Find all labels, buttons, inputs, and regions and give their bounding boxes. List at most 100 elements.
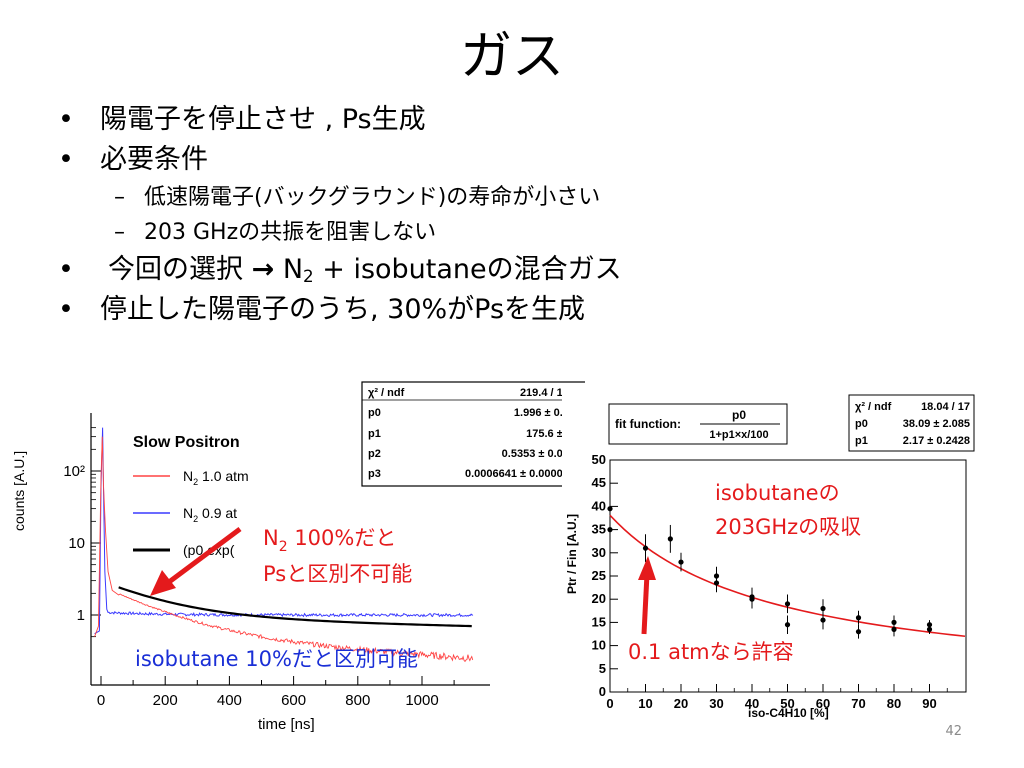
y-tick-label: 30: [592, 545, 606, 560]
red-arrow-shaft: [163, 526, 242, 588]
stats-key: p1: [368, 428, 381, 440]
data-point: [713, 580, 720, 586]
legend-entry: N2 0.9 at: [133, 505, 237, 524]
bullet-text-choice: 今回の選択 → N2 + isobutaneの混合ガス: [100, 250, 622, 296]
stats-key: χ² / ndf: [368, 387, 405, 399]
y-tick-label: 1: [77, 607, 85, 624]
data-point: [667, 536, 673, 542]
right-stats-box: χ² / ndf 18.04 / 17 p0 38.09 ± 2.085 p1 …: [848, 394, 975, 452]
x-tick-label: 20: [674, 696, 688, 711]
x-tick-label: 40: [745, 696, 759, 711]
x-tick-label: 1000: [405, 692, 438, 709]
y-tick-label: 10: [68, 535, 85, 552]
fit-curve: [118, 586, 472, 628]
n2-note-line1: N2 100%だと: [263, 526, 396, 555]
sub-bullet-dash: –: [114, 220, 125, 245]
right-annotations: isobutaneの 203GHzの吸収 0.1 atmなら許容: [628, 481, 861, 664]
stats-box-frame: [361, 381, 585, 487]
data-point: [926, 622, 933, 628]
iso-note: isobutane 10%だと区別可能: [135, 647, 418, 671]
stats-box-frame: [848, 394, 975, 452]
arrow-right-icon: →: [251, 254, 275, 285]
right-tick-group: 0 10 20 30 40 50 60 70 80 90 0 5 10 15 20 25 30 35 40 45 50: [592, 452, 948, 711]
legend-sub: 2: [193, 477, 198, 487]
stats-value: 2.17 ± 0.2428: [903, 435, 970, 447]
bullet-dot: •: [58, 254, 74, 285]
choice-text: 今回の選択: [108, 254, 252, 285]
data-point: [642, 545, 649, 551]
bullet-dot: •: [58, 104, 74, 135]
data-point: [891, 626, 897, 632]
stats-value: 38.09 ± 2.085: [903, 418, 970, 430]
stats-key: χ² / ndf: [855, 401, 892, 413]
y-tick-label: 15: [592, 614, 606, 629]
right-x-label: iso-C4H10 [%]: [748, 706, 829, 720]
data-point: [607, 506, 613, 512]
legend-n: N: [183, 505, 193, 521]
note-rest: 100%だと: [288, 526, 397, 550]
red-arrow-head-icon: [638, 556, 656, 580]
x-tick-label: 600: [281, 692, 306, 709]
choice-rest: + isobutaneの混合ガス: [313, 254, 622, 285]
page-number: 42: [945, 724, 962, 739]
x-tick-label: 80: [887, 696, 901, 711]
x-tick-label: 10: [638, 696, 652, 711]
legend-label-n2-1: N2 1.0 atm: [183, 468, 249, 487]
sub-bullet-text: 低速陽電子(バックグラウンド)の寿命が小さい: [144, 185, 601, 210]
y-tick-label: 10: [592, 638, 606, 653]
y-tick-label: 45: [592, 475, 606, 490]
stats-value: 0.0006641 ± 0.000080: [465, 468, 575, 480]
x-tick-label: 0: [97, 692, 105, 709]
y-tick-label: 20: [592, 591, 606, 606]
series-line-n2: [94, 436, 474, 663]
stats-value: 219.4 / 172: [520, 387, 575, 399]
stats-value: 1.996 ± 0.04: [514, 407, 576, 419]
x-tick-label: 90: [922, 696, 936, 711]
data-point: [855, 629, 862, 635]
bullet-text: 必要条件: [100, 144, 208, 175]
y-tick-label: 25: [592, 568, 606, 583]
y-tick-label: 35: [592, 522, 606, 537]
stats-key: p0: [855, 418, 868, 430]
y-tick-label: 0: [599, 684, 606, 699]
bullet-dot: •: [58, 144, 74, 175]
stats-key: p3: [368, 468, 381, 480]
fit-function-box: fit function: p0 1+p1×x/100: [608, 403, 788, 445]
right-points-group: [607, 506, 966, 639]
left-x-label: time [ns]: [258, 716, 315, 733]
sub-bullet-text: 203 GHzの共振を阻害しない: [144, 220, 437, 245]
data-point: [926, 626, 933, 632]
red-arrow-shaft: [641, 573, 650, 635]
data-point: [784, 601, 791, 607]
x-tick-label: 60: [816, 696, 830, 711]
x-tick-label: 30: [709, 696, 723, 711]
n2-symbol: N: [282, 254, 304, 285]
y-tick-label: 10²: [63, 463, 85, 480]
left-tick-group: 0 200 400 600 800 1000 1 10 10²: [63, 427, 455, 709]
bullet-item: • 必要条件: [58, 140, 958, 180]
stats-value: 0.5353 ± 0.039: [502, 448, 575, 460]
bullet-item: • 陽電子を停止させ , Ps生成: [58, 100, 958, 140]
stats-key: p0: [368, 407, 381, 419]
x-tick-label: 200: [153, 692, 178, 709]
note-sub: 2: [279, 539, 288, 555]
left-chart: 0 200 400 600 800 1000 1 10 10² counts [A.U.] ti…: [0, 363, 585, 768]
left-chart-title: Slow Positron: [133, 434, 240, 451]
absorb-note-line2: 203GHzの吸収: [715, 515, 861, 539]
stats-value: 18.04 / 17: [921, 401, 970, 413]
y-tick-label: 5: [599, 661, 606, 676]
stats-key: p2: [368, 448, 381, 460]
data-point: [607, 527, 613, 533]
legend-label-n2-2: N2 0.9 at: [183, 505, 237, 524]
right-plot-frame: [609, 459, 967, 693]
y-tick-label: 40: [592, 498, 606, 513]
red-arrow-head-icon: [150, 570, 176, 596]
bullet-text: 陽電子を停止させ , Ps生成: [100, 104, 426, 135]
data-point: [678, 559, 684, 565]
data-point: [820, 617, 826, 623]
note-n: N: [263, 526, 279, 550]
legend-n: N: [183, 468, 193, 484]
data-point: [784, 622, 791, 628]
left-annotations: N2 100%だと Psと区別不可能 isobutane 10%だと区別可能: [135, 526, 418, 671]
left-series-group: [94, 427, 474, 663]
